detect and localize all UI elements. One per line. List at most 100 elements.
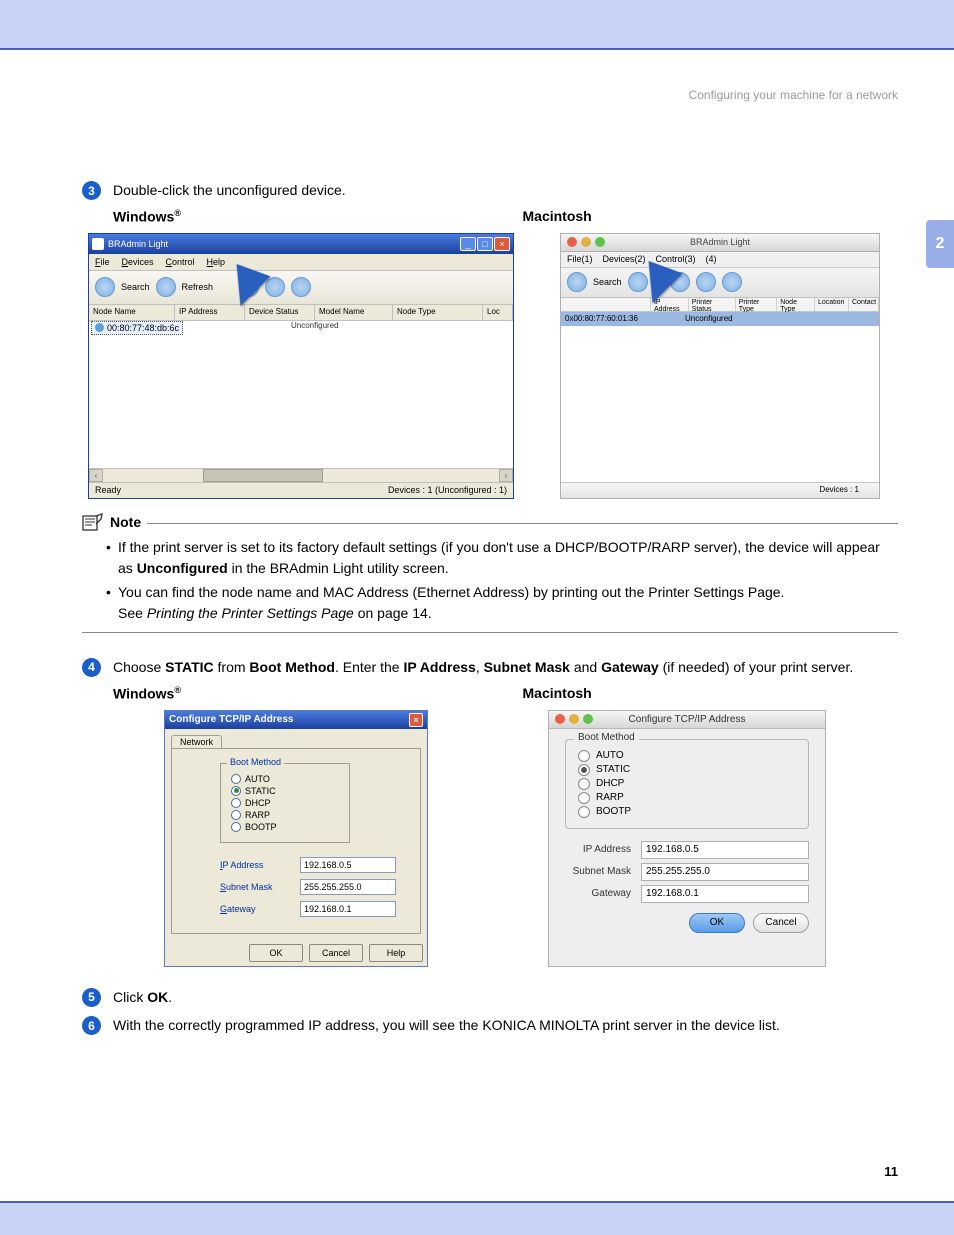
ok-button[interactable]: OK [249,944,303,962]
gateway-input[interactable] [300,901,396,917]
menu-file[interactable]: File(1) [567,254,593,264]
device-icon [95,323,104,332]
subnet-input[interactable] [300,879,396,895]
device-status: Unconfigured [291,321,339,330]
pointer-arrow-icon [224,264,271,312]
refresh-icon[interactable] [156,277,176,297]
col-header[interactable]: Printer Type [736,298,777,311]
search-icon[interactable] [567,272,587,292]
maximize-button[interactable]: □ [477,237,493,251]
radio-rarp[interactable]: RARP [231,810,339,820]
close-button[interactable]: × [494,237,510,251]
col-header[interactable]: Loc [483,305,513,320]
windows-tcpip-dialog: Configure TCP/IP Address × Network Boot … [164,710,428,967]
radio-bootp[interactable]: BOOTP [578,806,796,818]
scroll-left-icon[interactable]: ‹ [89,469,103,482]
toolbar-icon[interactable] [722,272,742,292]
ok-button[interactable]: OK [689,913,745,933]
col-header[interactable]: Printer Status [689,298,736,311]
ip-input[interactable] [641,841,809,859]
step-number: 5 [82,988,101,1007]
gateway-input[interactable] [641,885,809,903]
horizontal-scrollbar[interactable]: ‹ › [89,468,513,482]
toolbar-icon[interactable] [696,272,716,292]
win-menubar: File Devices Control Help [89,254,513,271]
dialog-buttons: OK Cancel Help [165,940,427,966]
radio-rarp[interactable]: RARP [578,792,796,804]
menu-devices[interactable]: Devices [122,257,154,267]
col-header[interactable]: Node Type [777,298,815,311]
top-band [0,0,954,48]
radio-auto[interactable]: AUTO [231,774,339,784]
radio-icon [231,786,241,796]
step-3: 3 Double-click the unconfigured device. [82,180,898,200]
radio-icon [231,810,241,820]
os-labels-row: Windows® Macintosh [113,208,898,229]
chapter-tab: 2 [926,220,954,268]
note-end-rule [82,632,898,633]
scroll-right-icon[interactable]: › [499,469,513,482]
subnet-input[interactable] [641,863,809,881]
radio-static[interactable]: STATIC [231,786,339,796]
dialogs-row: Configure TCP/IP Address × Network Boot … [164,710,898,967]
col-header[interactable]: Node Type [393,305,483,320]
radio-dhcp[interactable]: DHCP [578,778,796,790]
os-labels-row-2: Windows® Macintosh [113,685,898,706]
search-icon[interactable] [95,277,115,297]
col-header[interactable]: Location [815,298,849,311]
col-header[interactable] [561,298,651,311]
network-tab[interactable]: Network [171,735,222,748]
close-button[interactable]: × [409,713,423,727]
note-list: If the print server is set to its factor… [106,537,898,624]
help-button[interactable]: Help [369,944,423,962]
menu-item[interactable]: (4) [706,254,717,264]
scroll-thumb[interactable] [203,469,323,482]
radio-dhcp[interactable]: DHCP [231,798,339,808]
windows-bradmin-screenshot: BRAdmin Light _ □ × File Devices Control… [88,233,514,499]
dialog-title: Configure TCP/IP Address [549,714,825,725]
menu-help[interactable]: Help [207,257,226,267]
screenshots-row-1: BRAdmin Light _ □ × File Devices Control… [88,233,898,499]
status-right: Devices : 1 (Unconfigured : 1) [388,485,507,495]
ip-label: IP Address [565,844,641,855]
minimize-button[interactable]: _ [460,237,476,251]
menu-control[interactable]: Control(3) [656,254,696,264]
radio-bootp[interactable]: BOOTP [231,822,339,832]
mac-bradmin-screenshot: BRAdmin Light File(1) Devices(2) Control… [560,233,880,499]
step-text: With the correctly programmed IP address… [113,1015,780,1035]
page-number: 11 [884,1164,898,1179]
dialog-titlebar: Configure TCP/IP Address [549,711,825,729]
step-text: Choose STATIC from Boot Method. Enter th… [113,657,853,677]
toolbar-icon[interactable] [291,277,311,297]
col-header[interactable]: Node Name [89,305,175,320]
cancel-button[interactable]: Cancel [753,913,809,933]
radio-icon [231,774,241,784]
device-row[interactable]: 00:80:77:48:db:6c [91,321,183,335]
mac-menubar: File(1) Devices(2) Control(3) (4) [561,252,879,268]
win-statusbar: Ready Devices : 1 (Unconfigured : 1) [89,482,513,498]
mac-device-list: 0x00:80:77:60:01:36 Unconfigured [561,312,879,482]
note-title: Note [110,514,141,530]
win-title: BRAdmin Light [108,239,168,249]
status-left: Ready [95,485,121,495]
radio-static[interactable]: STATIC [578,764,796,776]
step-6: 6 With the correctly programmed IP addre… [82,1015,898,1035]
dialog-buttons: OK Cancel [565,913,809,933]
ip-input[interactable] [300,857,396,873]
note-item: You can find the node name and MAC Addre… [106,582,898,624]
menu-devices[interactable]: Devices(2) [603,254,646,264]
note-icon [82,513,104,531]
windows-label: Windows® [113,685,489,702]
cancel-button[interactable]: Cancel [309,944,363,962]
menu-file[interactable]: File [95,257,110,267]
boot-method-fieldset: Boot Method AUTO STATIC DHCP RARP BOOTP [565,739,809,829]
device-row[interactable]: 0x00:80:77:60:01:36 Unconfigured [561,312,879,326]
col-header[interactable]: Model Name [315,305,393,320]
col-header[interactable]: Contact [849,298,879,311]
col-header[interactable]: IP Address [175,305,245,320]
mac-toolbar: Search [561,268,879,298]
menu-control[interactable]: Control [166,257,195,267]
macintosh-label: Macintosh [523,685,899,701]
mac-tcpip-dialog: Configure TCP/IP Address Boot Method AUT… [548,710,826,967]
radio-auto[interactable]: AUTO [578,750,796,762]
